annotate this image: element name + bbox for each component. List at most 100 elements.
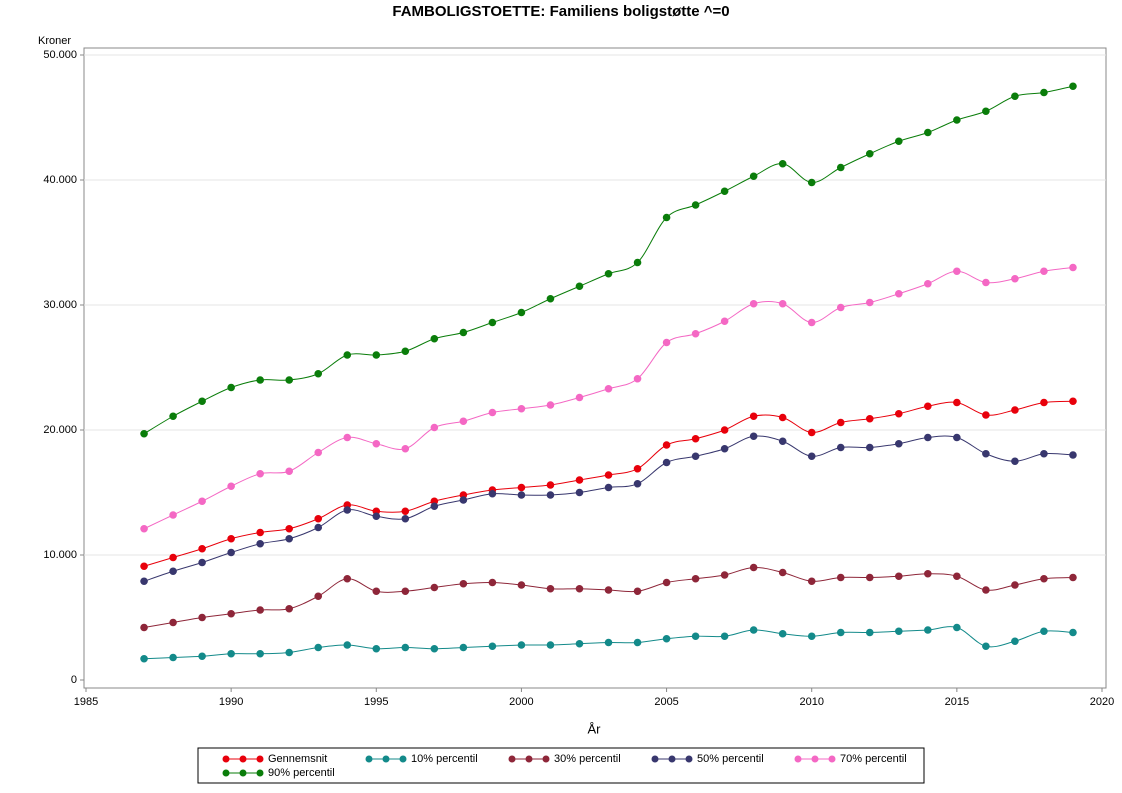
data-point [198, 558, 206, 567]
data-point [778, 413, 787, 422]
data-point [343, 351, 352, 359]
data-point [895, 572, 903, 581]
data-point [836, 163, 845, 172]
data-point [546, 481, 555, 489]
data-point [720, 444, 729, 453]
data-point [778, 568, 787, 577]
x-axis-label: År [588, 721, 602, 736]
data-point [691, 574, 700, 583]
data-point [662, 634, 671, 643]
legend-marker [239, 769, 247, 777]
data-point [488, 489, 497, 498]
data-point [314, 514, 323, 523]
data-point [633, 479, 642, 488]
data-point [662, 441, 671, 449]
data-point [865, 414, 874, 423]
data-point [517, 581, 526, 589]
legend-label: 90% percentil [268, 767, 335, 779]
data-point [488, 578, 497, 587]
data-point [982, 107, 990, 116]
data-point [575, 488, 584, 497]
data-point [314, 523, 323, 532]
data-point [1011, 406, 1019, 414]
data-point [198, 544, 206, 553]
data-point [720, 317, 729, 326]
data-point [198, 613, 206, 622]
data-point [198, 397, 206, 406]
data-point [372, 512, 381, 521]
data-point [227, 649, 235, 658]
data-point [807, 632, 816, 641]
plot-frame [83, 47, 1107, 689]
data-point [430, 334, 439, 343]
data-point [865, 149, 874, 158]
x-tick-label: 2005 [654, 696, 678, 708]
data-point [430, 644, 439, 653]
data-point [604, 586, 613, 594]
data-point [517, 641, 526, 649]
data-point [720, 571, 729, 579]
data-point [546, 401, 555, 409]
y-tick-label: 0 [71, 674, 77, 686]
data-point [575, 393, 584, 402]
data-point [982, 278, 990, 287]
data-point [924, 433, 932, 442]
x-tick-label: 2015 [945, 696, 969, 708]
data-point [372, 644, 381, 653]
data-point [575, 639, 584, 648]
legend-marker [382, 755, 390, 763]
data-point [895, 627, 903, 636]
data-point [1069, 451, 1077, 459]
data-point [401, 444, 410, 453]
data-point [836, 303, 845, 312]
data-point [140, 524, 148, 533]
data-point [285, 376, 294, 384]
data-point [604, 471, 613, 479]
data-point [198, 652, 206, 661]
x-tick-label: 2020 [1090, 696, 1114, 708]
data-point [430, 502, 439, 511]
series-line [143, 435, 1073, 582]
legend-marker [239, 755, 247, 763]
data-point [575, 282, 584, 291]
y-tick-label: 50.000 [43, 49, 77, 61]
data-point [807, 428, 816, 437]
data-point [662, 458, 671, 467]
data-point [982, 449, 990, 458]
data-point [691, 452, 700, 461]
data-point [895, 409, 903, 418]
y-axis-label: Kroner [38, 35, 71, 47]
data-point [720, 426, 729, 434]
data-point [169, 553, 177, 562]
data-point [256, 528, 264, 537]
data-point [575, 584, 584, 593]
data-point [546, 294, 555, 303]
data-point [633, 638, 642, 647]
data-point [372, 587, 381, 596]
data-point [256, 606, 264, 614]
data-point [633, 464, 642, 473]
legend-box [197, 747, 925, 784]
data-point [1011, 274, 1019, 283]
data-point [372, 351, 381, 359]
data-point [314, 592, 323, 601]
data-point [198, 497, 206, 506]
data-point [953, 116, 961, 124]
data-point [517, 483, 526, 492]
data-point [430, 423, 439, 432]
data-point [807, 452, 816, 461]
data-point [633, 258, 642, 267]
data-point [1040, 627, 1048, 636]
legend-label: 70% percentil [840, 753, 907, 765]
data-point [924, 626, 932, 634]
data-point [749, 563, 758, 572]
data-point [140, 623, 148, 632]
legend-label: Gennemsnit [268, 753, 327, 765]
legend-marker [365, 755, 373, 763]
data-point [401, 347, 410, 356]
data-point [982, 411, 990, 419]
data-point [807, 178, 816, 187]
chart-title: FAMBOLIGSTOETTE: Familiens boligstøtte ^… [392, 3, 729, 20]
y-tick-label: 10.000 [43, 549, 77, 561]
